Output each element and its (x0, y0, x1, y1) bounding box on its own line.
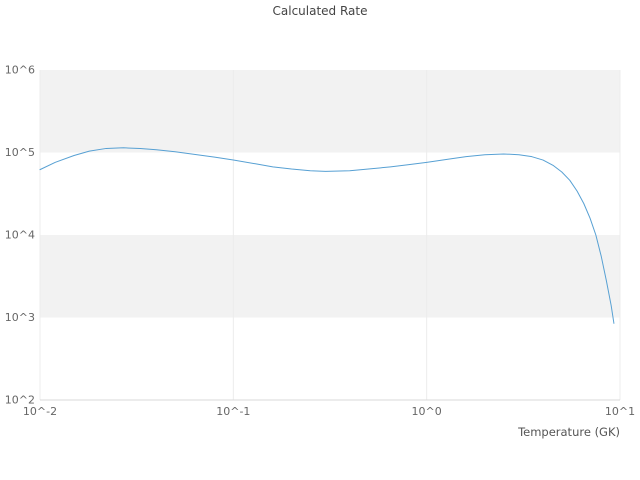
y-tick-label: 10^6 (5, 64, 35, 77)
y-tick-label: 10^3 (5, 311, 35, 324)
x-tick-label: 10^1 (605, 405, 635, 418)
decade-band (40, 70, 620, 153)
y-tick-label: 10^5 (5, 146, 35, 159)
x-axis-title: Temperature (GK) (517, 425, 620, 439)
decade-band (40, 235, 620, 318)
x-tick-label: 10^-1 (216, 405, 250, 418)
x-tick-label: 10^-2 (23, 405, 57, 418)
y-tick-label: 10^2 (5, 394, 35, 407)
y-tick-label: 10^4 (5, 229, 35, 242)
chart-title: Calculated Rate (272, 4, 368, 18)
x-tick-label: 10^0 (412, 405, 442, 418)
series-line-calculated-rate (39, 147, 615, 324)
